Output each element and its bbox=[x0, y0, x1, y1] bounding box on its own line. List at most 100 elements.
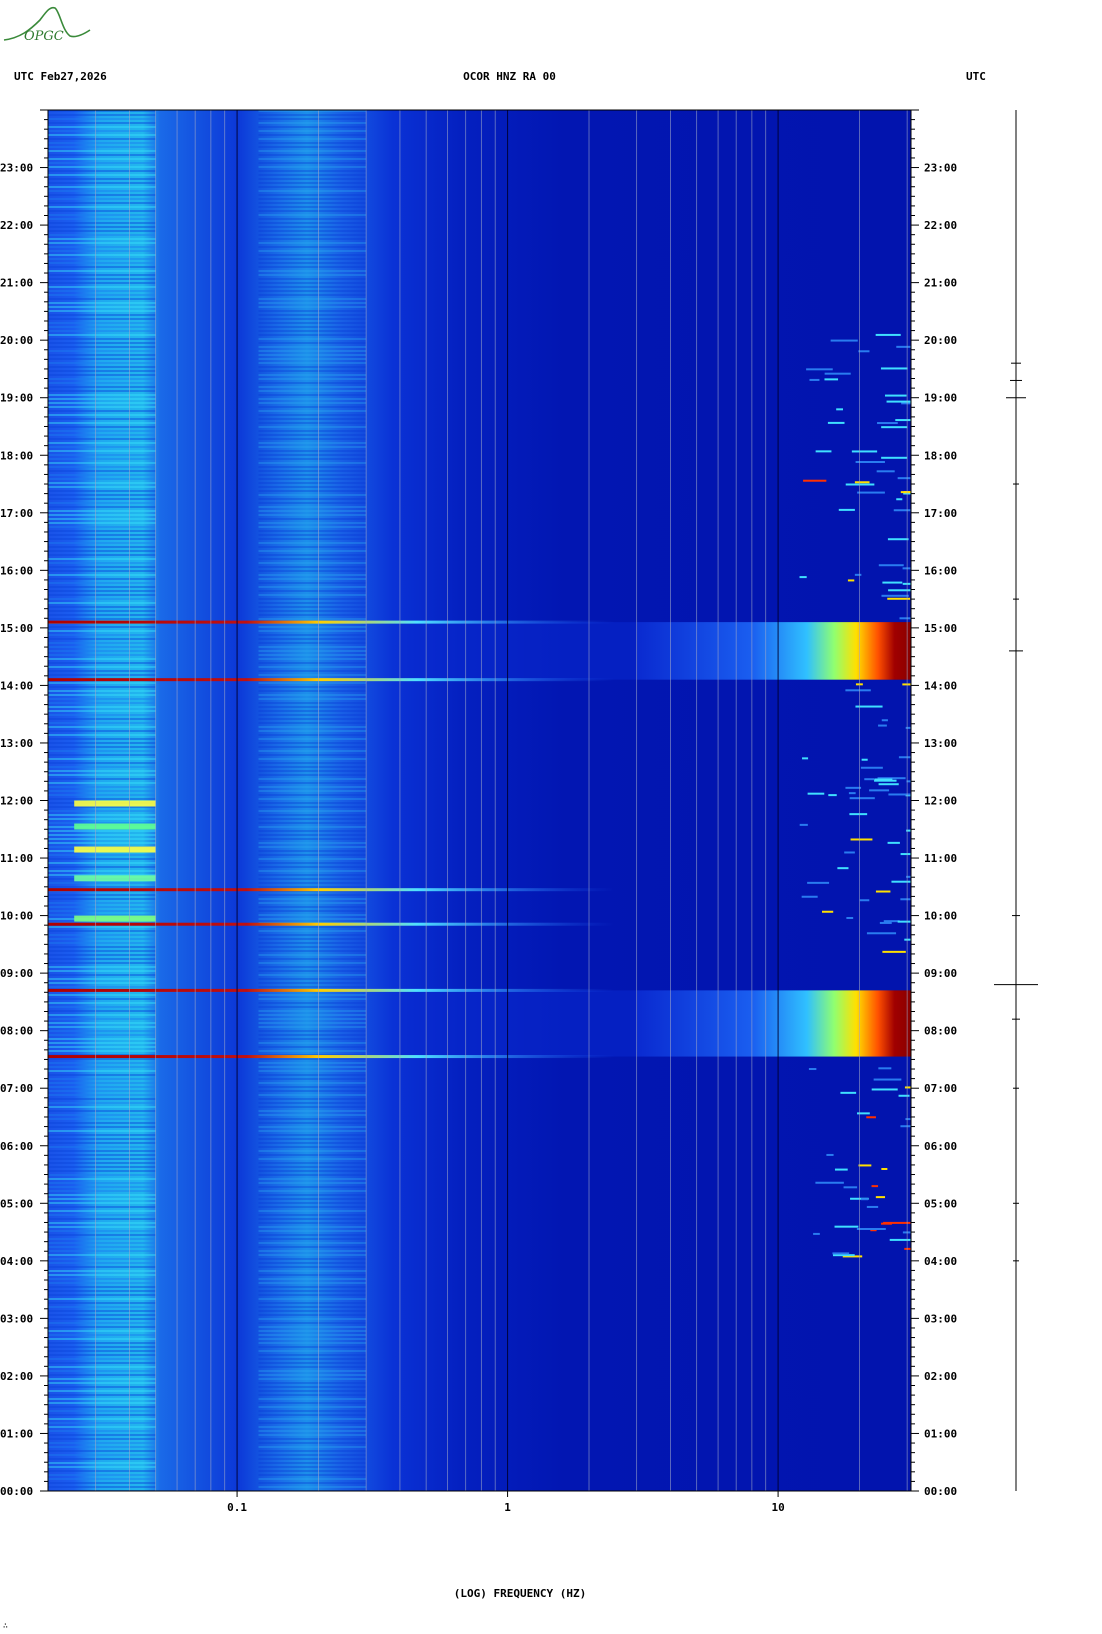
texture-row bbox=[258, 1146, 367, 1148]
texture-row bbox=[258, 1470, 367, 1472]
texture-row bbox=[258, 306, 367, 308]
hf-event bbox=[881, 456, 908, 459]
hf-event bbox=[857, 491, 885, 494]
texture-row bbox=[48, 1378, 156, 1380]
texture-row bbox=[258, 706, 367, 708]
y-tick-label-right: 18:00 bbox=[924, 449, 957, 462]
texture-row bbox=[258, 434, 367, 436]
hf-event bbox=[824, 372, 851, 375]
texture-row bbox=[258, 646, 367, 648]
hf-event bbox=[866, 1116, 876, 1119]
hf-event bbox=[878, 724, 887, 727]
texture-row bbox=[258, 550, 367, 552]
texture-row bbox=[258, 186, 367, 188]
hf-event bbox=[878, 783, 899, 786]
texture-row bbox=[48, 510, 156, 512]
texture-row bbox=[48, 1010, 156, 1012]
texture-row bbox=[258, 978, 367, 980]
hf-event bbox=[895, 419, 911, 422]
texture-row bbox=[48, 246, 156, 248]
y-tick-label-left: 16:00 bbox=[0, 564, 33, 577]
texture-row bbox=[258, 1066, 367, 1068]
texture-row bbox=[48, 606, 156, 608]
y-tick-label-left: 04:00 bbox=[0, 1255, 33, 1268]
texture-row bbox=[48, 818, 156, 820]
hf-event bbox=[873, 1078, 902, 1081]
texture-row bbox=[258, 522, 367, 524]
texture-row bbox=[48, 490, 156, 492]
texture-row bbox=[258, 510, 367, 512]
texture-row bbox=[48, 686, 156, 688]
texture-row bbox=[48, 786, 156, 788]
hf-event bbox=[836, 408, 843, 411]
texture-row bbox=[48, 462, 156, 464]
texture-row bbox=[48, 746, 156, 748]
texture-row bbox=[258, 534, 367, 536]
texture-row bbox=[48, 166, 156, 168]
texture-row bbox=[258, 326, 367, 328]
texture-row bbox=[258, 562, 367, 564]
hf-event bbox=[866, 1205, 879, 1208]
texture-row bbox=[48, 446, 156, 448]
texture-row bbox=[48, 938, 156, 940]
texture-row bbox=[258, 1350, 367, 1352]
hf-event bbox=[888, 589, 911, 592]
hf-event bbox=[899, 617, 911, 620]
texture-row bbox=[48, 1238, 156, 1240]
texture-row bbox=[258, 274, 367, 276]
texture-row bbox=[48, 750, 156, 752]
texture-row bbox=[258, 566, 367, 568]
texture-row bbox=[48, 534, 156, 536]
texture-row bbox=[48, 1362, 156, 1364]
texture-row bbox=[48, 1150, 156, 1152]
texture-row bbox=[48, 266, 156, 268]
texture-row bbox=[48, 930, 156, 932]
texture-row bbox=[48, 238, 156, 240]
texture-row bbox=[258, 554, 367, 556]
texture-row bbox=[258, 470, 367, 472]
texture-row bbox=[48, 198, 156, 200]
texture-row bbox=[258, 426, 367, 428]
y-tick-label-left: 02:00 bbox=[0, 1370, 33, 1383]
texture-row bbox=[258, 442, 367, 444]
texture-row bbox=[258, 1298, 367, 1300]
texture-row bbox=[48, 442, 156, 444]
texture-row bbox=[258, 574, 367, 576]
texture-row bbox=[258, 850, 367, 852]
texture-row bbox=[48, 934, 156, 936]
texture-row bbox=[258, 1150, 367, 1152]
texture-row bbox=[48, 758, 156, 760]
texture-row bbox=[48, 362, 156, 364]
hf-event bbox=[860, 1198, 869, 1201]
texture-row bbox=[258, 774, 367, 776]
y-tick-label-left: 17:00 bbox=[0, 507, 33, 520]
hf-event bbox=[882, 950, 906, 953]
texture-row bbox=[258, 1142, 367, 1144]
texture-row bbox=[258, 466, 367, 468]
texture-row bbox=[258, 1354, 367, 1356]
texture-row bbox=[258, 290, 367, 292]
hf-event bbox=[799, 823, 808, 826]
hf-event bbox=[905, 1118, 911, 1121]
texture-row bbox=[258, 1206, 367, 1208]
texture-row bbox=[258, 1046, 367, 1048]
transient-line bbox=[48, 620, 616, 624]
texture-row bbox=[258, 1042, 367, 1044]
texture-row bbox=[48, 1422, 156, 1424]
texture-row bbox=[48, 594, 156, 596]
texture-row bbox=[48, 886, 156, 888]
texture-row bbox=[258, 506, 367, 508]
texture-row bbox=[48, 1226, 156, 1228]
texture-row bbox=[48, 998, 156, 1000]
texture-row bbox=[48, 1110, 156, 1112]
texture-row bbox=[48, 1126, 156, 1128]
hf-event bbox=[848, 792, 856, 795]
texture-row bbox=[48, 630, 156, 632]
texture-row bbox=[48, 390, 156, 392]
texture-row bbox=[48, 206, 156, 208]
texture-row bbox=[258, 1282, 367, 1284]
texture-row bbox=[48, 1294, 156, 1296]
hf-event bbox=[846, 916, 854, 919]
texture-row bbox=[48, 726, 156, 728]
texture-row bbox=[48, 714, 156, 716]
